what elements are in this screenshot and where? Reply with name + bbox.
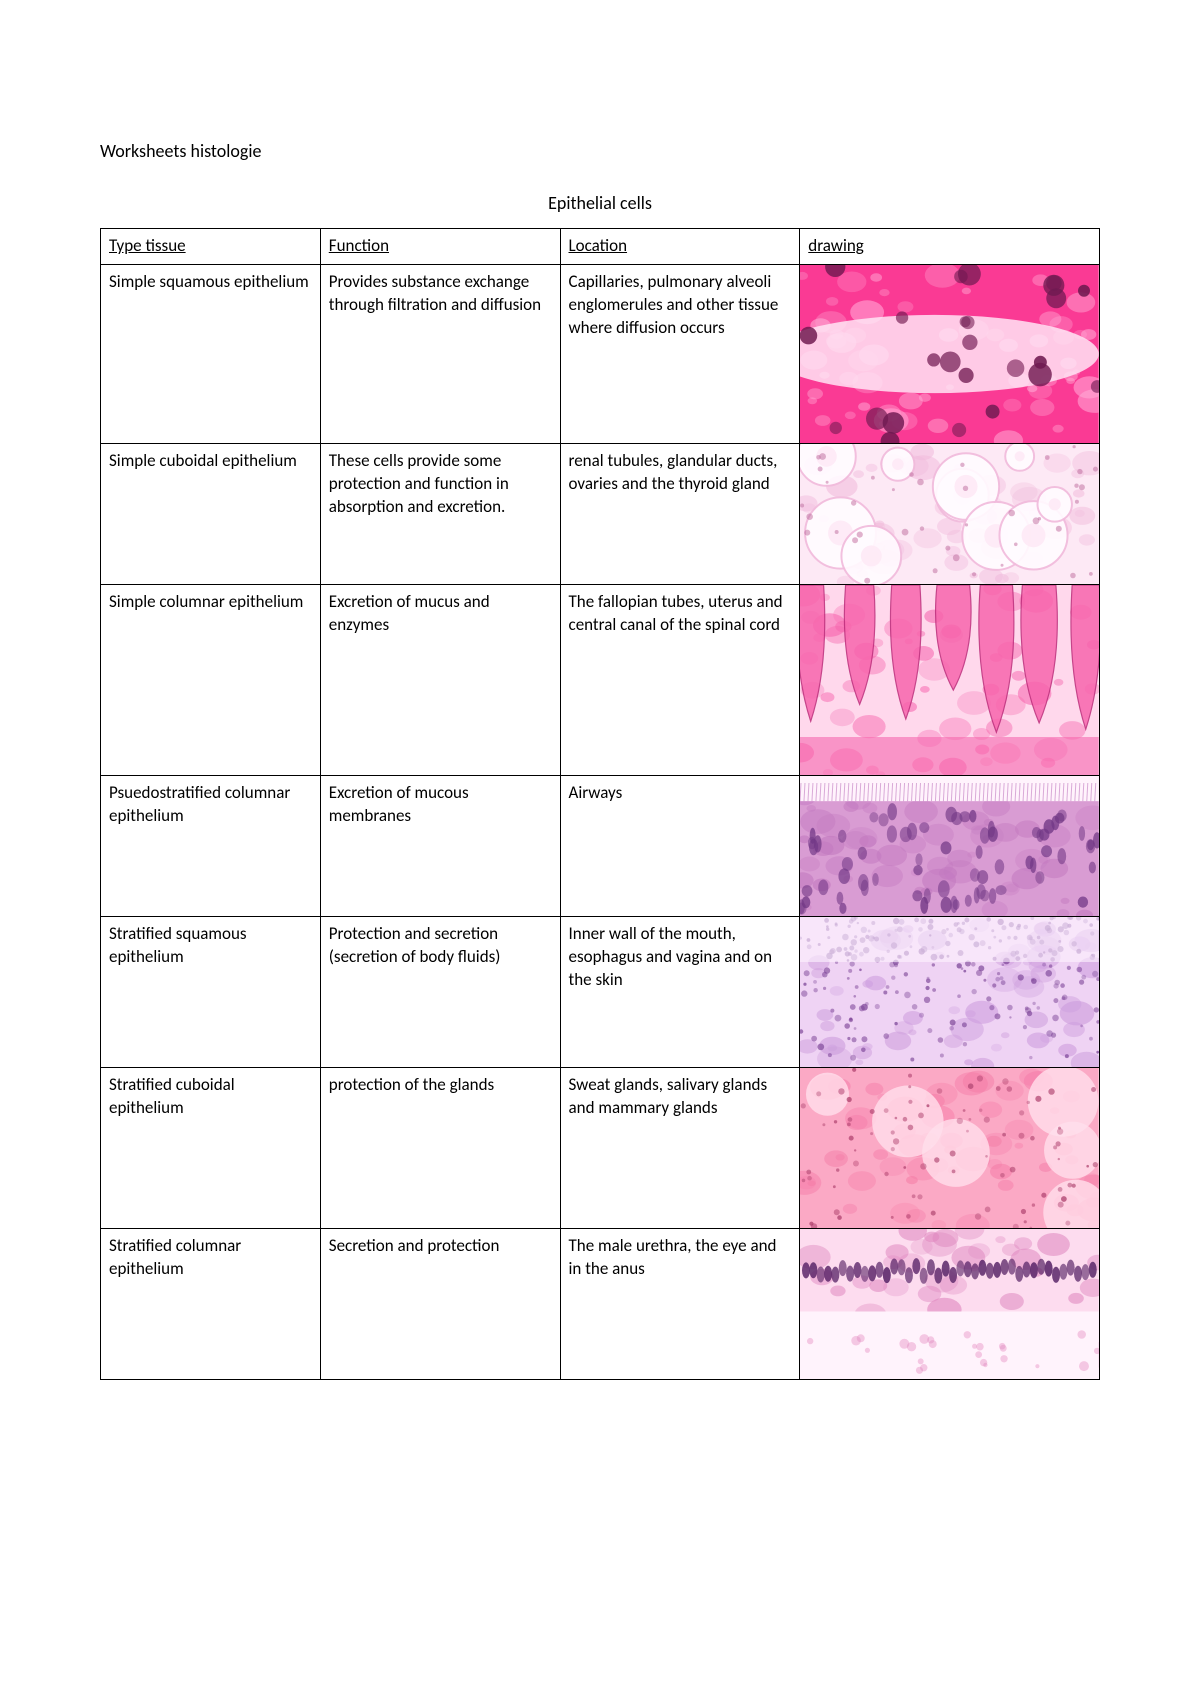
cell-location: Airways (560, 775, 800, 916)
histology-cuboidal-icon (800, 444, 1099, 584)
table-row: Simple squamous epitheliumProvides subst… (101, 264, 1100, 443)
table-row: Stratified columnar epitheliumSecretion … (101, 1228, 1100, 1379)
col-type: Type tissue (101, 229, 321, 265)
col-drawing: drawing (800, 229, 1100, 265)
cell-drawing (800, 584, 1100, 775)
cell-type: Stratified cuboidal epithelium (101, 1067, 321, 1228)
cell-drawing (800, 1067, 1100, 1228)
cell-function: Excretion of mucus and enzymes (320, 584, 560, 775)
epithelial-table: Type tissue Function Location drawing Si… (100, 228, 1100, 1380)
table-row: Psuedostratified columnar epitheliumExcr… (101, 775, 1100, 916)
col-function: Function (320, 229, 560, 265)
cell-function: These cells provide some protection and … (320, 443, 560, 584)
table-row: Simple columnar epitheliumExcretion of m… (101, 584, 1100, 775)
cell-type: Stratified columnar epithelium (101, 1228, 321, 1379)
cell-function: Excretion of mucous membranes (320, 775, 560, 916)
section-title: Epithelial cells (100, 192, 1100, 214)
histology-strat_columnar-icon (800, 1229, 1099, 1379)
cell-function: Protection and secretion (secretion of b… (320, 916, 560, 1067)
cell-type: Psuedostratified columnar epithelium (101, 775, 321, 916)
cell-location: Inner wall of the mouth, esophagus and v… (560, 916, 800, 1067)
cell-drawing (800, 443, 1100, 584)
cell-location: The male urethra, the eye and in the anu… (560, 1228, 800, 1379)
cell-type: Simple cuboidal epithelium (101, 443, 321, 584)
histology-squamous-icon (800, 265, 1099, 443)
histology-strat_squamous-icon (800, 917, 1099, 1067)
document-title: Worksheets histologie (100, 140, 1100, 162)
cell-function: Provides substance exchange through filt… (320, 264, 560, 443)
table-row: Simple cuboidal epitheliumThese cells pr… (101, 443, 1100, 584)
cell-type: Simple columnar epithelium (101, 584, 321, 775)
cell-function: Secretion and protection (320, 1228, 560, 1379)
histology-columnar-icon (800, 585, 1099, 775)
cell-drawing (800, 916, 1100, 1067)
histology-strat_cuboidal-icon (800, 1068, 1099, 1228)
table-row: Stratified cuboidal epitheliumprotection… (101, 1067, 1100, 1228)
cell-location: Sweat glands, salivary glands and mammar… (560, 1067, 800, 1228)
cell-function: protection of the glands (320, 1067, 560, 1228)
cell-location: The fallopian tubes, uterus and central … (560, 584, 800, 775)
cell-type: Simple squamous epithelium (101, 264, 321, 443)
cell-type: Stratified squamous epithelium (101, 916, 321, 1067)
col-location: Location (560, 229, 800, 265)
document-page: Worksheets histologie Epithelial cells T… (0, 0, 1200, 1480)
table-row: Stratified squamous epitheliumProtection… (101, 916, 1100, 1067)
cell-location: Capillaries, pulmonary alveoli englomeru… (560, 264, 800, 443)
histology-pseudo-icon (800, 776, 1099, 916)
cell-drawing (800, 1228, 1100, 1379)
cell-location: renal tubules, glandular ducts, ovaries … (560, 443, 800, 584)
table-header-row: Type tissue Function Location drawing (101, 229, 1100, 265)
cell-drawing (800, 264, 1100, 443)
cell-drawing (800, 775, 1100, 916)
